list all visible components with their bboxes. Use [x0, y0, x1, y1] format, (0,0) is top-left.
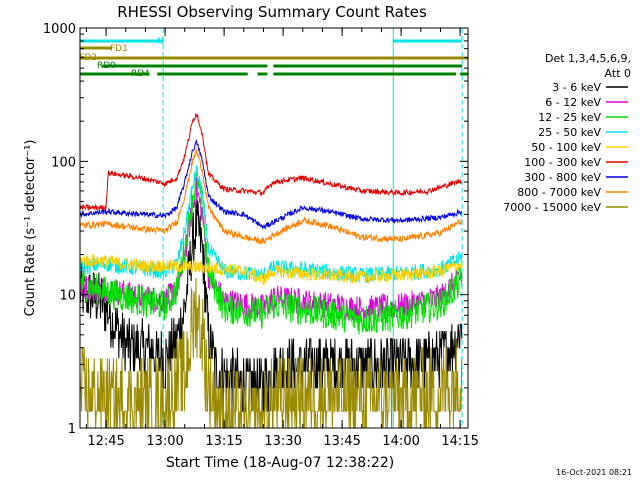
series-line-1 — [79, 176, 463, 322]
series-line-2 — [79, 168, 463, 335]
state-bar-label-rd0: RD0 — [97, 61, 116, 71]
legend-header-line-2: Att 0 — [605, 67, 631, 80]
plot-frame — [79, 27, 469, 429]
series-line-5 — [79, 112, 462, 212]
x-tick-label-5: 14:00 — [382, 434, 419, 449]
legend: Det 1,3,4,5,6,9, Att 0 3 - 6 keV 6 - 12 keV… — [503, 52, 631, 214]
state-bar-label-fd1: FD1 — [110, 44, 128, 54]
legend-label-2: 12 - 25 keV — [538, 111, 601, 124]
legend-header-line-1: Det 1,3,4,5,6,9, — [545, 52, 631, 65]
chart-title: RHESSI Observing Summary Count Rates — [117, 3, 427, 21]
legend-label-0: 3 - 6 keV — [552, 81, 601, 94]
x-axis-label: Start Time (18-Aug-07 12:38:22) — [166, 455, 394, 471]
legend-label-6: 300 - 800 keV — [524, 171, 601, 184]
legend-label-4: 50 - 100 keV — [531, 141, 601, 154]
legend-label-1: 6 - 12 keV — [545, 96, 601, 109]
legend-label-5: 100 - 300 keV — [524, 156, 601, 169]
state-bar-label-rd4: RD4 — [131, 69, 150, 79]
series-line-7 — [79, 148, 463, 246]
x-tick-label-4: 13:45 — [323, 434, 360, 449]
x-tick-label-0: 12:45 — [87, 434, 124, 449]
footer-timestamp: 16-Oct-2021 08:21 — [556, 468, 632, 477]
y-tick-label-3: 1000 — [43, 22, 76, 37]
y-tick-label-2: 100 — [51, 155, 76, 170]
state-bar-label-n: N — [157, 37, 164, 47]
series-line-8 — [79, 277, 463, 429]
x-tick-label-1: 13:00 — [146, 434, 183, 449]
legend-label-3: 25 - 50 keV — [538, 126, 601, 139]
x-tick-label-2: 13:15 — [205, 434, 242, 449]
legend-label-7: 800 - 7000 keV — [517, 186, 601, 199]
x-tick-label-3: 13:30 — [264, 434, 301, 449]
series-line-4 — [79, 254, 463, 286]
y-tick-label-1: 10 — [59, 289, 76, 304]
x-tick-label-6: 14:15 — [441, 434, 478, 449]
legend-label-8: 7000 - 15000 keV — [503, 201, 601, 214]
state-bar-label-fd2: FD2 — [79, 53, 97, 63]
y-axis-label: Count Rate (s⁻¹ detector⁻¹) — [23, 140, 38, 317]
series-line-6 — [79, 139, 463, 230]
y-tick-label-0: 1 — [68, 422, 76, 437]
